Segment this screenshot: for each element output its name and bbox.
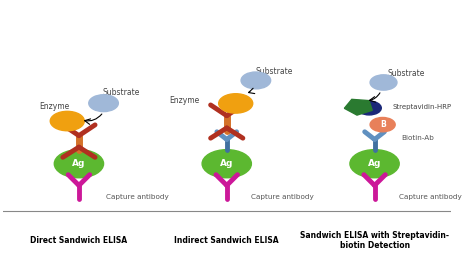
Text: Ag: Ag [220,159,233,168]
Text: Capture antibody: Capture antibody [399,194,462,200]
Circle shape [357,101,381,115]
Circle shape [89,95,118,112]
Circle shape [219,94,253,113]
Text: Substrate: Substrate [103,88,140,97]
Text: Ag: Ag [72,159,86,168]
Text: Enzyme: Enzyme [170,96,200,105]
Text: Ag: Ag [368,159,381,168]
Text: Capture antibody: Capture antibody [106,194,169,200]
Circle shape [55,150,103,178]
Circle shape [350,150,399,178]
Text: Biotin-Ab: Biotin-Ab [401,135,434,141]
Text: Capture antibody: Capture antibody [251,194,314,200]
Text: Substrate: Substrate [255,67,292,76]
Text: Substrate: Substrate [387,69,425,78]
Text: Enzyme: Enzyme [39,103,69,111]
Text: Indirect Sandwich ELISA: Indirect Sandwich ELISA [174,236,279,245]
Circle shape [202,150,251,178]
Text: Sandwich ELISA with Streptavidin-
biotin Detection: Sandwich ELISA with Streptavidin- biotin… [300,231,449,250]
Circle shape [241,72,271,89]
Circle shape [370,75,397,90]
Circle shape [50,111,84,131]
Text: B: B [380,120,385,129]
Circle shape [370,117,395,132]
Text: Streptavidin-HRP: Streptavidin-HRP [392,104,452,110]
Text: Direct Sandwich ELISA: Direct Sandwich ELISA [30,236,128,245]
